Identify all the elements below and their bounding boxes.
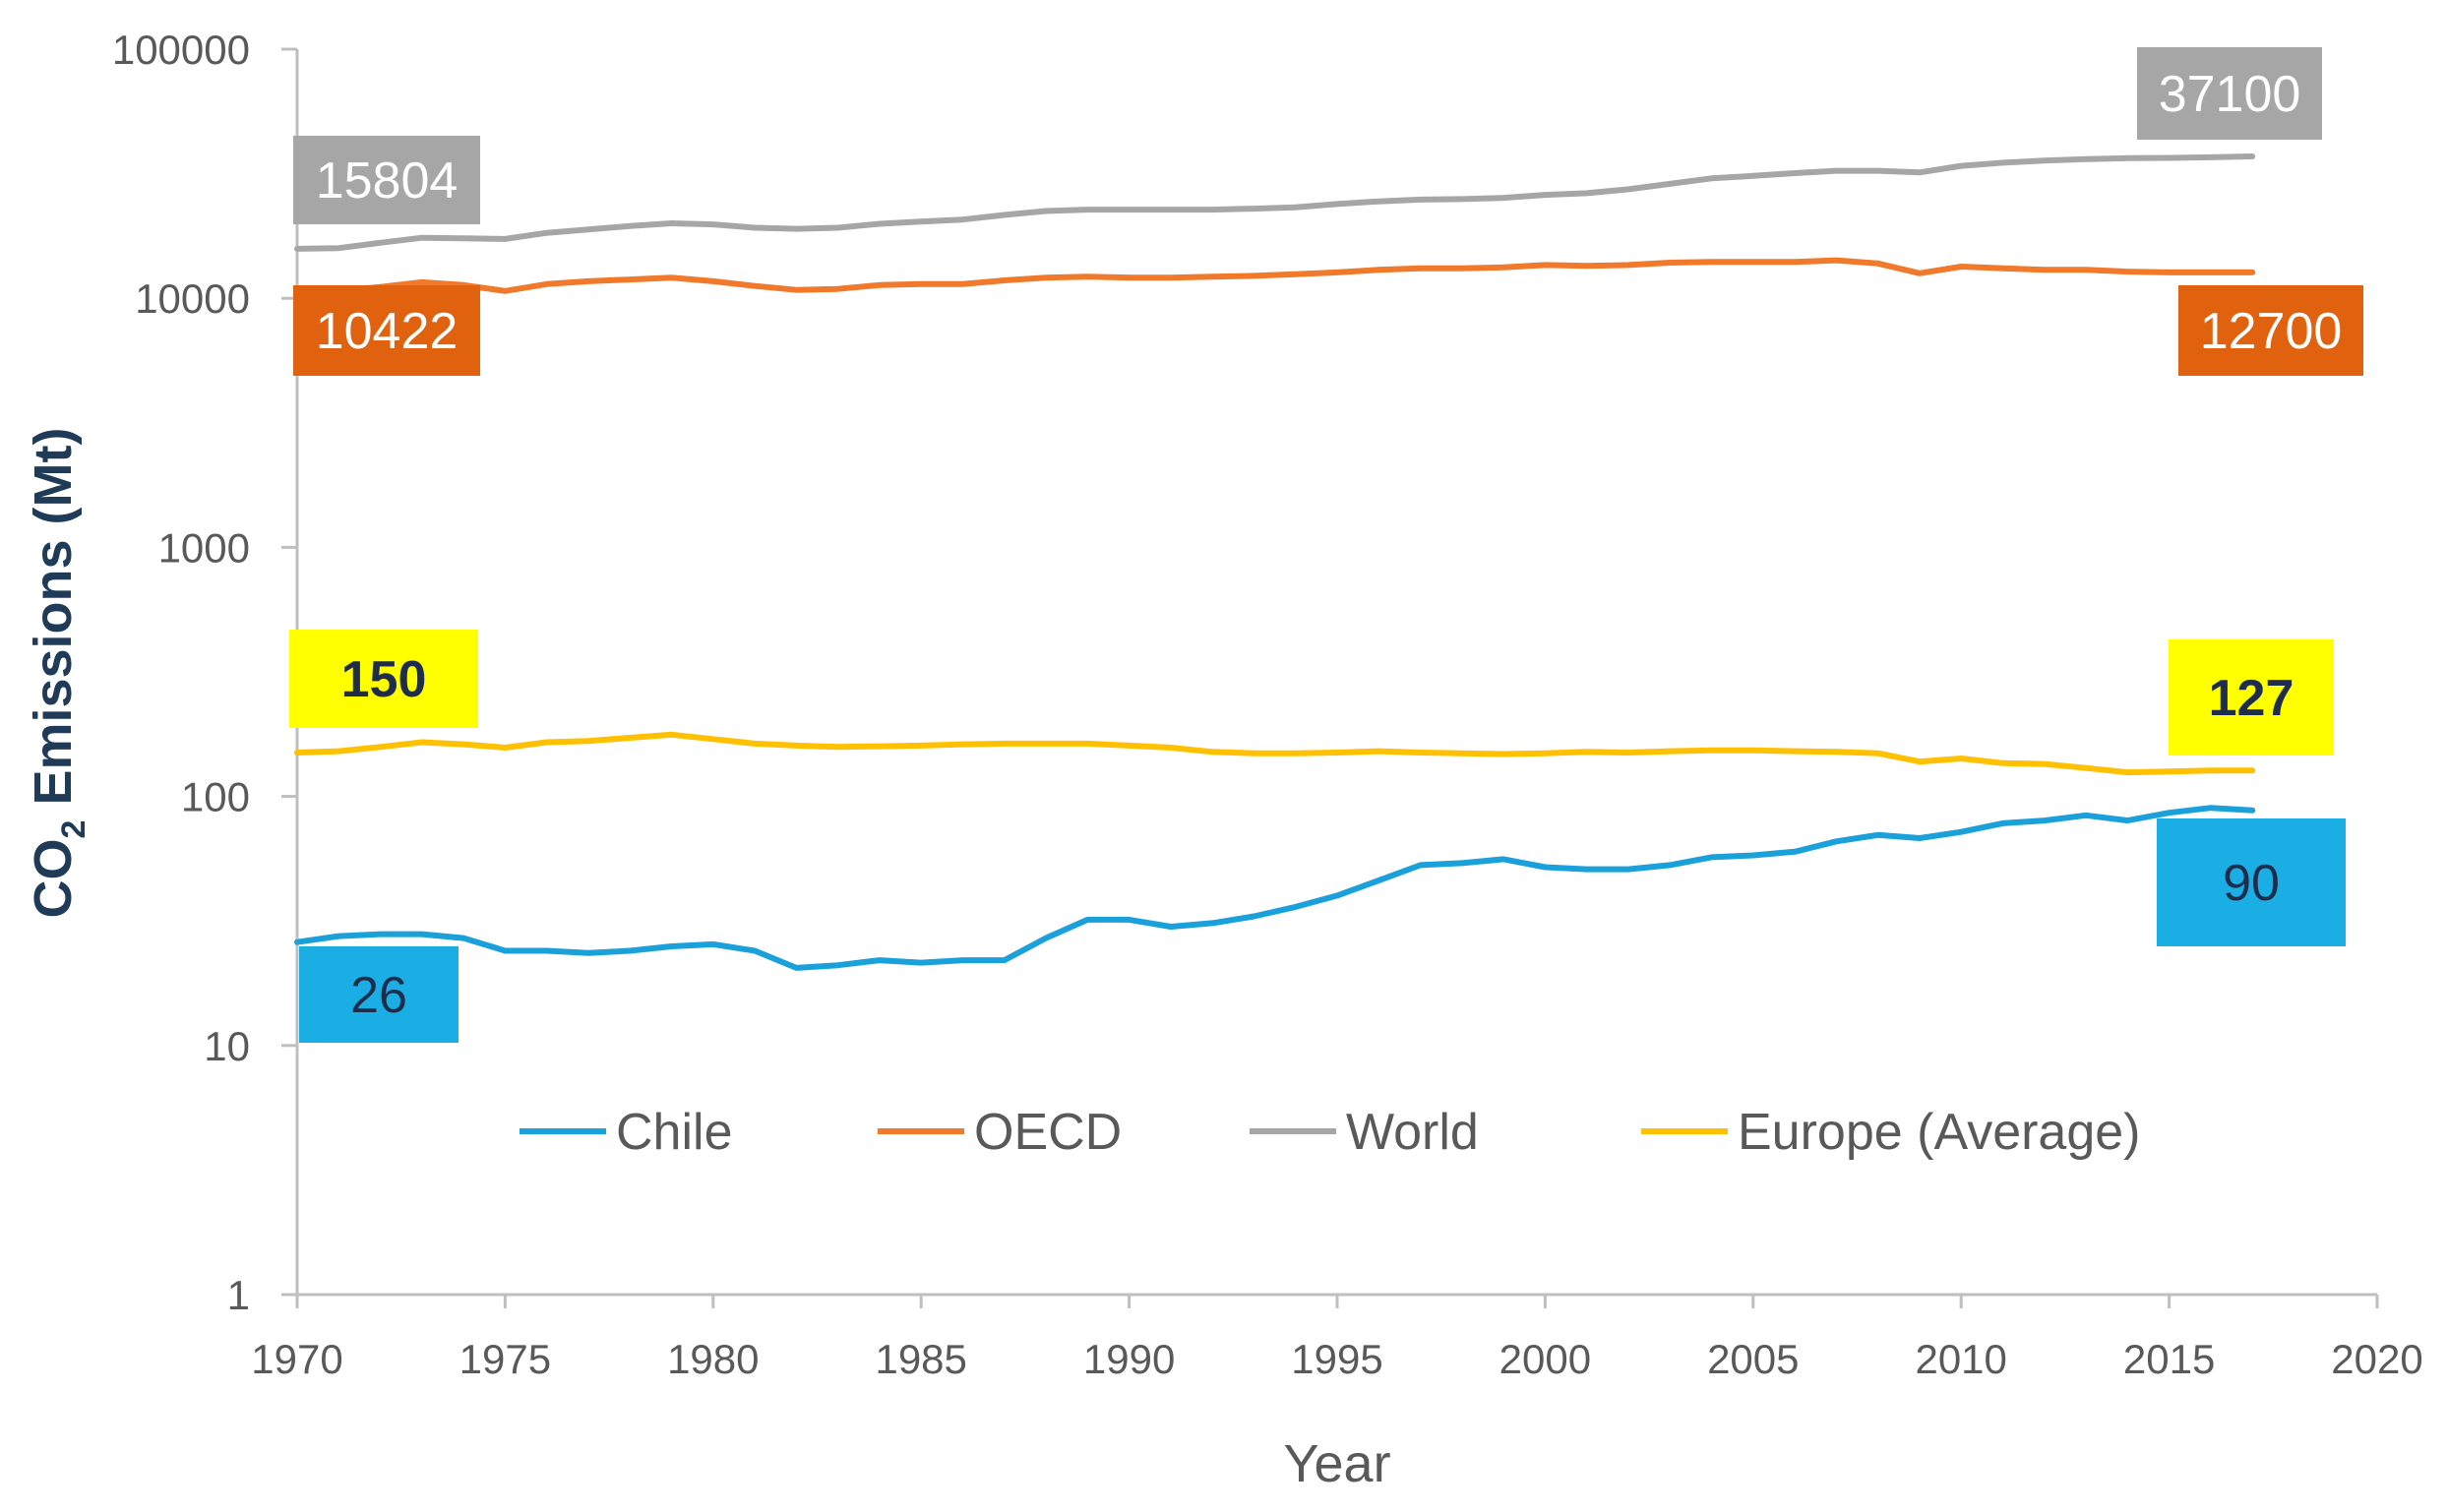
legend-label: OECD bbox=[974, 1104, 1122, 1161]
value-badge-bg bbox=[2178, 285, 2363, 376]
y-tick-label: 100 bbox=[181, 774, 250, 820]
value-badge-bg bbox=[293, 285, 480, 376]
value-badge-bg bbox=[2157, 818, 2346, 946]
legend: Chile OECD World Europe (Average) bbox=[520, 1104, 2141, 1161]
value-badges: 15804 37100 10422 12700 150 127 26 90 bbox=[289, 47, 2363, 1043]
series-line-oecd bbox=[294, 257, 2256, 297]
y-axis-title: CO2 Emissions (Mt) bbox=[24, 428, 92, 919]
value-badge-label: 26 bbox=[350, 967, 407, 1024]
x-tick-label: 2005 bbox=[1707, 1336, 1799, 1382]
x-tick-label: 1975 bbox=[459, 1336, 551, 1382]
y-tick-label: 1 bbox=[227, 1272, 250, 1318]
value-badge-label: 15804 bbox=[316, 152, 459, 210]
legend-label: Chile bbox=[616, 1104, 733, 1161]
legend-label: Europe (Average) bbox=[1738, 1104, 2141, 1161]
value-badge-bg bbox=[293, 136, 480, 224]
x-tick-label: 2010 bbox=[1915, 1336, 2006, 1382]
legend-label: World bbox=[1346, 1104, 1479, 1161]
x-axis-title: Year bbox=[1283, 1434, 1390, 1493]
series-line-europe-average bbox=[294, 731, 2256, 776]
value-badge-label: 150 bbox=[341, 651, 427, 708]
value-badge-label: 12700 bbox=[2200, 303, 2343, 360]
value-badge-bg bbox=[289, 630, 478, 728]
y-tick-label: 1000 bbox=[158, 524, 250, 571]
y-tick-label: 100000 bbox=[112, 27, 250, 73]
x-tick-label: 1980 bbox=[667, 1336, 759, 1382]
value-badge-label: 127 bbox=[2209, 670, 2294, 727]
y-tick-label: 10000 bbox=[135, 275, 250, 322]
x-tick-label: 2000 bbox=[1499, 1336, 1591, 1382]
x-tick-label: 1995 bbox=[1291, 1336, 1382, 1382]
x-tick-label: 1985 bbox=[875, 1336, 966, 1382]
value-badge-bg bbox=[299, 946, 459, 1043]
series-line-world bbox=[294, 153, 2256, 252]
series-lines bbox=[294, 153, 2256, 971]
ticks: 1970 1975 1980 1985 1990 1995 2000 2005 2010 2015… bbox=[112, 27, 2423, 1382]
value-badge-label: 90 bbox=[2223, 855, 2280, 912]
value-badge-bg bbox=[2169, 639, 2334, 756]
x-tick-label: 1970 bbox=[251, 1336, 342, 1382]
x-tick-label: 1990 bbox=[1083, 1336, 1175, 1382]
series-line-chile bbox=[294, 805, 2256, 971]
y-tick-label: 10 bbox=[204, 1023, 250, 1069]
value-badge-bg bbox=[2137, 47, 2322, 140]
x-tick-label: 2015 bbox=[2123, 1336, 2215, 1382]
value-badge-label: 37100 bbox=[2159, 66, 2301, 123]
value-badge-label: 10422 bbox=[316, 303, 459, 360]
x-tick-label: 2020 bbox=[2331, 1336, 2422, 1382]
